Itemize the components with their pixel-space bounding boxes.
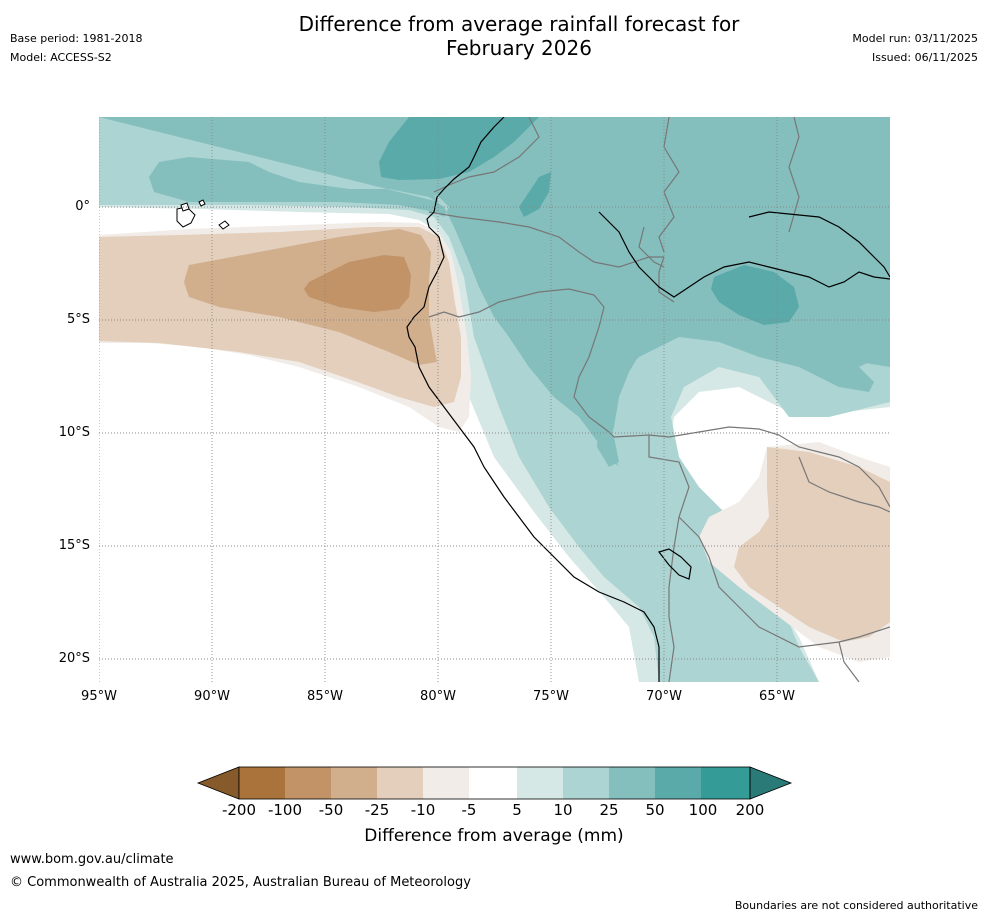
colorbar-title: Difference from average (mm) bbox=[364, 826, 624, 846]
lon-label-95w: 95°W bbox=[81, 689, 117, 704]
cb-label-minus-50: -50 bbox=[318, 801, 344, 819]
bom-website-link[interactable]: www.bom.gov.au/climate bbox=[10, 852, 174, 867]
lon-label-75w: 75°W bbox=[533, 689, 569, 704]
wet-anomaly-50-100-north bbox=[379, 117, 539, 180]
lon-label-90w: 90°W bbox=[194, 689, 230, 704]
country-boundaries bbox=[428, 117, 890, 682]
lat-label-10s: 10°S bbox=[58, 425, 90, 440]
colorbar-segment-7 bbox=[517, 767, 563, 799]
copyright-notice: © Commonwealth of Australia 2025, Austra… bbox=[10, 875, 471, 890]
lon-label-65w: 65°W bbox=[759, 689, 795, 704]
rainfall-map bbox=[99, 117, 890, 682]
colorbar-max-extension bbox=[749, 766, 793, 800]
cb-label-25: 25 bbox=[599, 801, 619, 819]
graticule bbox=[99, 117, 890, 682]
issued-date: Issued: 06/11/2025 bbox=[871, 51, 978, 64]
cb-label-10: 10 bbox=[553, 801, 573, 819]
map-title: Difference from average rainfall forecas… bbox=[244, 12, 794, 60]
cb-label-minus-10: -10 bbox=[410, 801, 436, 819]
cb-label-5: 5 bbox=[512, 801, 522, 819]
cb-label-200: 200 bbox=[735, 801, 765, 819]
galapagos-islands bbox=[176, 199, 230, 230]
lat-label-5s: 5°S bbox=[66, 312, 90, 327]
cb-label-minus-5: -5 bbox=[461, 801, 477, 819]
colorbar-segment-3 bbox=[331, 767, 377, 799]
colorbar-segment-8 bbox=[563, 767, 609, 799]
boundary-disclaimer: Boundaries are not considered authoritat… bbox=[734, 899, 978, 912]
title-line-1: Difference from average rainfall forecas… bbox=[298, 12, 740, 36]
colorbar-segment-11 bbox=[701, 767, 750, 799]
colorbar-segment-6 bbox=[469, 767, 517, 799]
dry-anomaly-10-25-east bbox=[734, 447, 890, 642]
cb-label-minus-200: -200 bbox=[221, 801, 257, 819]
colorbar-segment-5 bbox=[423, 767, 469, 799]
model-name: Model: ACCESS-S2 bbox=[10, 51, 112, 64]
colorbar-segment-9 bbox=[609, 767, 655, 799]
colorbar-min-extension bbox=[196, 766, 240, 800]
cb-label-100: 100 bbox=[688, 801, 718, 819]
coastline bbox=[406, 117, 890, 682]
colorbar-segment-10 bbox=[655, 767, 701, 799]
colorbar-segment-4 bbox=[377, 767, 423, 799]
wet-anomaly-25-50-amazon bbox=[459, 192, 890, 447]
lat-label-0: 0° bbox=[75, 199, 90, 214]
lon-label-80w: 80°W bbox=[420, 689, 456, 704]
base-period: Base period: 1981-2018 bbox=[10, 32, 143, 45]
lon-label-85w: 85°W bbox=[307, 689, 343, 704]
colorbar-segment-1 bbox=[239, 767, 285, 799]
lon-label-70w: 70°W bbox=[646, 689, 682, 704]
lat-label-15s: 15°S bbox=[58, 538, 90, 553]
title-line-2: February 2026 bbox=[446, 36, 592, 60]
cb-label-minus-100: -100 bbox=[267, 801, 303, 819]
lat-label-20s: 20°S bbox=[58, 651, 90, 666]
model-run: Model run: 03/11/2025 bbox=[852, 32, 978, 45]
cb-label-50: 50 bbox=[645, 801, 665, 819]
colorbar bbox=[196, 766, 793, 800]
wet-anomaly-50-100-ecuador bbox=[519, 172, 551, 217]
dry-anomaly-50-100 bbox=[304, 255, 411, 312]
cb-label-minus-25: -25 bbox=[364, 801, 390, 819]
colorbar-segment-2 bbox=[285, 767, 331, 799]
colorbar-outline bbox=[238, 766, 751, 800]
